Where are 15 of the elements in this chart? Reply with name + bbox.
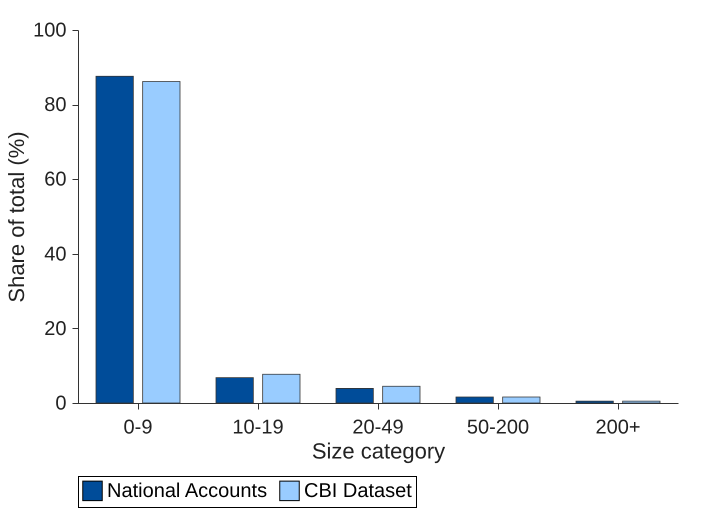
x-axis-title: Size category <box>312 438 446 464</box>
legend-label: CBI Dataset <box>304 480 412 502</box>
x-tick-label: 200+ <box>595 416 641 438</box>
x-tick-label: 0-9 <box>124 416 152 438</box>
y-tick-label: 20 <box>44 318 66 340</box>
x-tick-label: 10-19 <box>232 416 284 438</box>
y-tick-label: 100 <box>33 20 66 42</box>
y-tick-label: 80 <box>44 94 66 116</box>
x-tick-label: 50-200 <box>466 416 530 438</box>
y-axis-title: Share of total (%) <box>4 131 30 303</box>
x-tick-label: 20-49 <box>352 416 404 438</box>
y-tick-label: 60 <box>44 168 66 191</box>
y-tick-label: 40 <box>44 243 66 266</box>
legend-label: National Accounts <box>107 480 268 502</box>
y-tick-label: 0 <box>55 392 66 414</box>
